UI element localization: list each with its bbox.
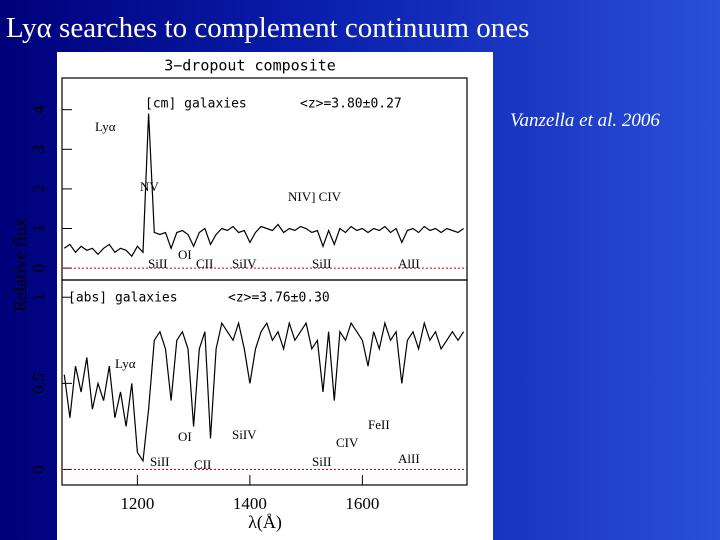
line-label: SiII (312, 256, 332, 271)
line-label: CII (194, 457, 211, 472)
line-label: CII (196, 256, 213, 271)
line-label: SiIV (232, 427, 257, 442)
x-tick-label: 1400 (233, 494, 267, 513)
line-label: Lyα (95, 119, 116, 134)
panel-annotation: [abs] galaxies (68, 291, 178, 306)
x-tick-label: 1200 (120, 494, 154, 513)
line-label: AlII (398, 451, 420, 466)
line-label: SiII (312, 454, 332, 469)
line-label: NV (140, 179, 159, 194)
panel-frame (61, 279, 468, 486)
line-label: Lyα (115, 356, 136, 371)
line-label: SiII (150, 454, 170, 469)
slide-title: Lyα searches to complement continuum one… (6, 12, 530, 44)
line-label: AlII (398, 256, 420, 271)
y-tick-label: 0.5 (29, 373, 48, 394)
panel-annotation: [cm] galaxies (145, 97, 247, 112)
line-label: SiII (148, 256, 168, 271)
x-axis-label: λ(Å) (248, 512, 282, 533)
line-label: OI (178, 429, 192, 444)
line-label: CIV (336, 435, 359, 450)
citation: Vanzella et al. 2006 (510, 110, 660, 131)
panel-annotation: <z>=3.76±0.30 (228, 291, 330, 306)
y-tick-label: 1 (29, 293, 48, 302)
y-tick-label: 3 (29, 145, 48, 154)
line-label: OI (178, 247, 192, 262)
spectrum-line (63, 113, 464, 258)
line-label: SiIV (232, 256, 257, 271)
y-tick-label: 2 (29, 185, 48, 194)
y-tick-label: 4 (29, 105, 48, 114)
line-label: FeII (368, 417, 390, 432)
y-tick-label: 1 (29, 224, 48, 233)
x-tick-label: 1600 (345, 494, 379, 513)
panel-annotation: <z>=3.80±0.27 (300, 97, 402, 112)
figure-background (57, 52, 493, 540)
line-label: NIV] CIV (288, 189, 342, 204)
y-axis-label: Relative flux (10, 218, 30, 311)
spectrum-line (63, 320, 465, 463)
y-tick-label: 0 (29, 264, 48, 273)
y-tick-label: 0 (29, 465, 48, 474)
figure-title: 3−dropout composite (164, 57, 336, 75)
